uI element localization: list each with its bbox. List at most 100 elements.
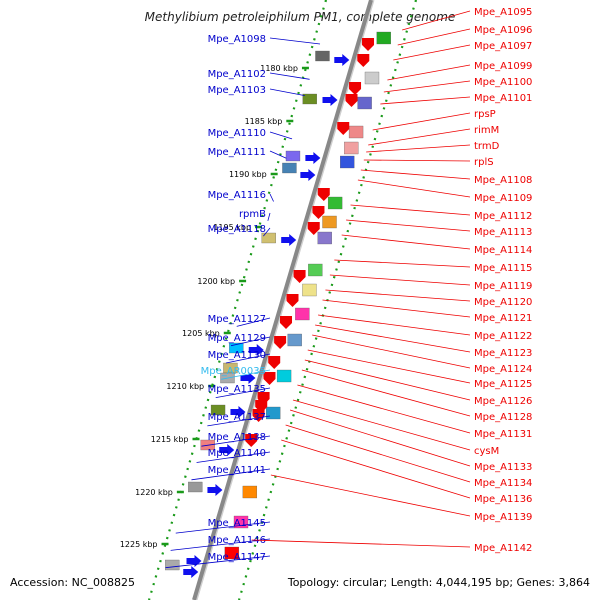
right-gene-label: Mpe_A1121 bbox=[474, 313, 532, 324]
left-gene-label: Mpe_AR0035 bbox=[201, 366, 266, 377]
right-label-leader bbox=[312, 334, 471, 369]
right-gene-label: Mpe_A1100 bbox=[474, 77, 532, 88]
right-strand-arrow bbox=[357, 54, 370, 67]
right-label-leader bbox=[251, 539, 471, 548]
left-gene-box bbox=[282, 162, 297, 174]
right-gene-box bbox=[340, 155, 355, 169]
left-label-leader bbox=[267, 212, 271, 221]
right-label-leader bbox=[341, 234, 471, 250]
right-label-leader bbox=[402, 10, 471, 31]
right-gene-label: Mpe_A1099 bbox=[474, 61, 532, 72]
left-gene-label: Mpe_A1130 bbox=[208, 350, 266, 361]
right-gene-label: Mpe_A1128 bbox=[474, 412, 532, 423]
right-gene-label: Mpe_A1122 bbox=[474, 331, 532, 342]
right-gene-label: Mpe_A1108 bbox=[474, 175, 532, 186]
right-gene-label: Mpe_A1119 bbox=[474, 281, 532, 292]
right-strand-arrow bbox=[280, 316, 293, 329]
right-gene-label: Mpe_A1113 bbox=[474, 227, 532, 238]
right-gene-label: Mpe_A1139 bbox=[474, 512, 532, 523]
right-gene-label: rimM bbox=[474, 125, 499, 136]
scale-tick-label: 1180 kbp bbox=[260, 64, 298, 73]
scale-tick-label: 1225 kbp bbox=[120, 540, 158, 549]
right-gene-box bbox=[224, 546, 240, 560]
right-label-leader bbox=[363, 159, 471, 162]
right-gene-label: Mpe_A1114 bbox=[474, 245, 532, 256]
right-label-leader bbox=[350, 204, 471, 216]
right-gene-box bbox=[348, 125, 364, 139]
accession-label: Accession: NC_008825 bbox=[10, 576, 136, 589]
scale-tick-label: 1185 kbp bbox=[245, 117, 283, 126]
left-label-leader bbox=[165, 555, 271, 569]
left-gene-label: Mpe_A1145 bbox=[208, 518, 266, 529]
right-label-leader bbox=[325, 289, 471, 302]
right-gene-box bbox=[376, 31, 391, 45]
left-gene-label: rpmB bbox=[239, 209, 266, 220]
left-gene-label: Mpe_A1118 bbox=[208, 224, 266, 235]
right-strand-arrow bbox=[293, 270, 306, 283]
left-gene-box bbox=[229, 342, 244, 354]
scale-tick-label: 1205 kbp bbox=[182, 329, 220, 338]
right-label-leader bbox=[366, 144, 471, 153]
right-gene-box bbox=[266, 406, 281, 420]
right-label-leader bbox=[357, 179, 471, 198]
left-gene-label: Mpe_A1111 bbox=[208, 147, 266, 158]
left-label-leader bbox=[236, 317, 271, 327]
right-label-leader bbox=[304, 359, 471, 401]
right-label-leader bbox=[368, 128, 471, 146]
map-title: Methylibium petroleiphilum PM1, complete… bbox=[144, 10, 456, 24]
left-label-leader bbox=[225, 353, 271, 364]
right-strand-arrow bbox=[286, 294, 299, 307]
left-gene-box bbox=[315, 50, 330, 62]
right-label-leader bbox=[285, 424, 471, 483]
right-label-leader bbox=[393, 44, 471, 61]
left-strand-arrow bbox=[183, 566, 199, 578]
right-gene-label: Mpe_A1101 bbox=[474, 93, 532, 104]
right-gene-label: Mpe_A1109 bbox=[474, 193, 532, 204]
left-gene-label: Mpe_A1102 bbox=[208, 69, 266, 80]
right-label-leader bbox=[289, 409, 471, 467]
left-strand-arrow bbox=[248, 344, 264, 356]
right-label-leader bbox=[397, 28, 471, 46]
left-strand-arrow bbox=[230, 406, 246, 418]
right-gene-label: Mpe_A1120 bbox=[474, 297, 532, 308]
left-gene-label: Mpe_A1098 bbox=[208, 34, 266, 45]
right-strand-arrow bbox=[337, 122, 350, 135]
right-gene-box bbox=[295, 307, 310, 321]
right-gene-box bbox=[276, 369, 292, 383]
right-strand-arrow bbox=[274, 336, 287, 349]
right-label-leader bbox=[297, 384, 471, 434]
scale-tick-label: 1200 kbp bbox=[197, 277, 235, 286]
left-gene-label: Mpe_A1135 bbox=[208, 384, 266, 395]
left-label-leader bbox=[230, 336, 271, 347]
right-gene-box bbox=[308, 263, 323, 277]
left-label-leader bbox=[269, 131, 293, 140]
right-gene-label: Mpe_A1125 bbox=[474, 379, 532, 390]
left-strand-arrow bbox=[300, 169, 316, 181]
left-scale-track bbox=[147, 0, 328, 600]
right-label-leader bbox=[315, 324, 471, 353]
left-gene-label: Mpe_A1141 bbox=[208, 465, 266, 476]
scale-tick-label: 1210 kbp bbox=[166, 382, 204, 391]
left-label-leader bbox=[175, 521, 271, 534]
right-gene-label: Mpe_A1112 bbox=[474, 211, 532, 222]
left-gene-box bbox=[302, 93, 317, 105]
right-label-leader bbox=[346, 219, 471, 232]
left-gene-box bbox=[165, 559, 180, 571]
right-label-leader bbox=[307, 349, 471, 384]
right-gene-label: Mpe_A1095 bbox=[474, 7, 532, 18]
right-label-leader bbox=[292, 399, 471, 451]
left-label-leader bbox=[215, 387, 271, 398]
right-gene-label: Mpe_A1096 bbox=[474, 25, 532, 36]
right-gene-label: rpsP bbox=[474, 109, 496, 120]
left-label-leader bbox=[263, 227, 271, 237]
right-gene-label: Mpe_A1097 bbox=[474, 41, 532, 52]
right-label-leader bbox=[301, 369, 471, 417]
right-gene-box bbox=[357, 96, 372, 110]
right-label-leader bbox=[387, 64, 471, 81]
right-gene-box bbox=[364, 71, 380, 85]
left-gene-label: Mpe_A1127 bbox=[208, 314, 266, 325]
right-strand-arrow bbox=[349, 82, 362, 95]
right-strand-arrow bbox=[307, 222, 320, 235]
topology-label: Topology: circular; Length: 4,044,195 bp… bbox=[287, 576, 590, 589]
